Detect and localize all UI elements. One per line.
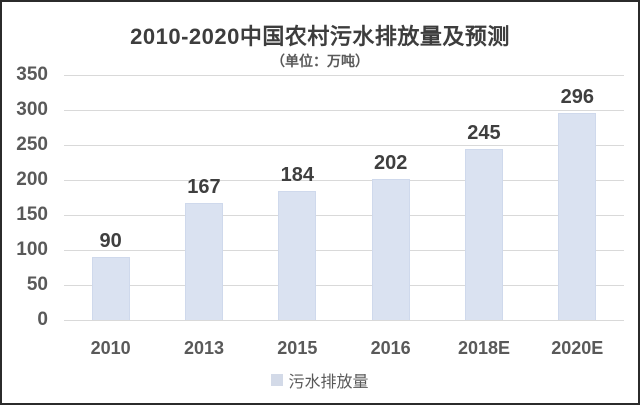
bar-column-2020E: 296	[531, 75, 624, 320]
bar-2015	[278, 191, 317, 320]
gridline-y-0	[64, 319, 624, 321]
gridline-y-250	[64, 144, 624, 146]
gridline-y-100	[64, 249, 624, 251]
gridline-y-150	[64, 214, 624, 216]
bar-2018E	[464, 148, 503, 320]
gridline-y-300	[64, 109, 624, 111]
x-tick-label-2018E: 2018E	[457, 338, 510, 358]
legend: 污水排放量	[2, 368, 638, 392]
gridline-y-350	[64, 74, 624, 76]
bar-column-2016: 202	[344, 75, 437, 320]
chart-subtitle: （单位：万吨）	[271, 53, 369, 69]
gridline-y-50	[64, 284, 624, 286]
legend-swatch-icon	[271, 374, 284, 386]
bar-value-label-2015: 184	[280, 164, 314, 187]
bar-2013	[184, 203, 223, 320]
y-tick-label-250: 250	[16, 134, 48, 155]
bar-column-2013: 167	[157, 75, 250, 320]
bar-column-2015: 184	[251, 75, 344, 320]
x-tick-label-2013: 2013	[183, 338, 225, 358]
x-tick-label-2020E: 2020E	[551, 338, 604, 358]
x-tick-label-2015: 2015	[277, 338, 318, 358]
bar-value-label-2016: 202	[373, 151, 408, 174]
y-tick-label-350: 350	[16, 64, 48, 85]
chart-title: 2010-2020中国农村污水排放量及预测	[130, 24, 510, 49]
y-axis: 0 50 100 150 200 250 300 350	[2, 65, 56, 330]
y-tick-label-200: 200	[16, 169, 48, 190]
x-tick-label-2016: 2016	[370, 338, 411, 358]
x-axis: 2010 2013 2015 2016 2018E 2020E	[64, 338, 624, 359]
gridline-y-200	[64, 179, 624, 181]
x-tick-label-2010: 2010	[90, 338, 131, 358]
y-tick-label-0: 0	[37, 309, 48, 330]
bar-2010	[91, 257, 130, 320]
y-tick-label-300: 300	[16, 99, 48, 120]
bar-value-label-2010: 90	[99, 230, 122, 252]
bar-2016	[371, 178, 410, 320]
bar-column-2010: 90	[64, 75, 157, 320]
bar-value-label-2013: 167	[187, 176, 221, 199]
y-tick-label-150: 150	[16, 204, 48, 225]
bar-columns: 90 167 184 202 245 296	[64, 75, 624, 320]
bar-value-label-2018E: 245	[467, 121, 501, 144]
bar-column-2018E: 245	[437, 75, 530, 320]
y-tick-label-50: 50	[26, 274, 48, 295]
bar-2020E	[558, 112, 597, 320]
legend-label: 污水排放量	[288, 374, 369, 391]
bar-value-label-2020E: 296	[560, 85, 594, 108]
y-tick-label-100: 100	[16, 239, 48, 260]
plot-area: 90 167 184 202 245 296	[64, 74, 624, 321]
